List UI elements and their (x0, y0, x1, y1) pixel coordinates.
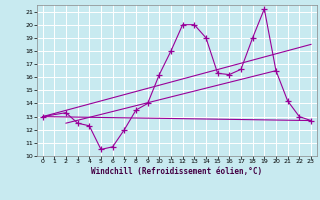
X-axis label: Windchill (Refroidissement éolien,°C): Windchill (Refroidissement éolien,°C) (91, 167, 262, 176)
